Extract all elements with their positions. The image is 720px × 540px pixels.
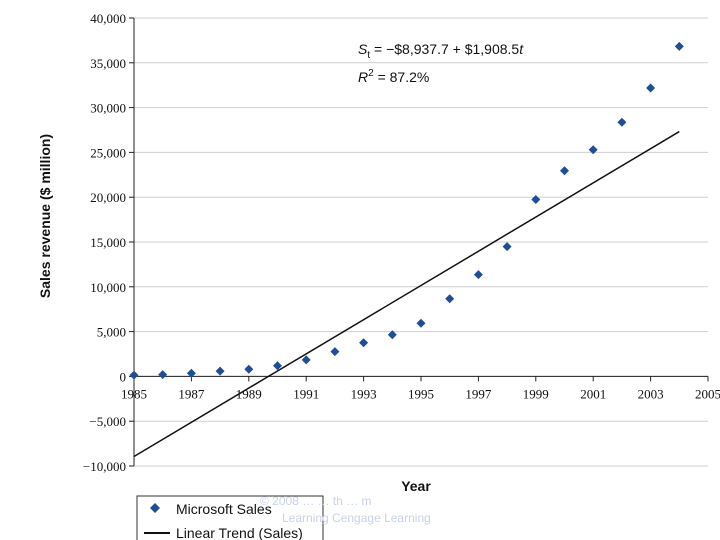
legend-label-sales: Microsoft Sales <box>176 501 272 517</box>
y-tick-label-9: −5,000 <box>89 414 126 429</box>
data-point-2000 <box>560 166 569 176</box>
y-tick-label-8: 0 <box>120 369 127 384</box>
data-point-2002 <box>617 117 627 127</box>
x-tick-label-2: 1989 <box>236 386 262 401</box>
x-tick-label-1: 1987 <box>178 386 205 401</box>
equation-annotation: St = −$8,937.7 + $1,908.5t R2 = 87.2% <box>358 41 524 85</box>
data-point-1992 <box>330 347 340 357</box>
x-tick-label-4: 1993 <box>351 386 377 401</box>
equation-sub: t <box>367 50 370 61</box>
x-tick-label-7: 1999 <box>523 386 549 401</box>
x-tick-label-10: 2005 <box>695 386 720 401</box>
y-tick-label-2: 30,000 <box>90 101 126 116</box>
data-point-1989 <box>244 364 254 374</box>
trend-line <box>133 130 680 458</box>
equation-rhs: = −$8,937.7 + $1,908.5 <box>370 41 519 57</box>
data-point-1985 <box>129 370 139 380</box>
watermark-line-2: Learning Cengage Learning <box>282 511 431 525</box>
y-tick-labels: 40,000 35,000 30,000 25,000 20,000 15,000 10,0… <box>83 11 126 474</box>
equation-var: S <box>358 41 368 57</box>
y-tick-label-7: 5,000 <box>97 325 126 340</box>
data-point-1991 <box>301 355 311 365</box>
data-point-1986 <box>158 370 168 380</box>
trend-equation: St = −$8,937.7 + $1,908.5t <box>358 41 524 61</box>
data-points <box>129 41 684 380</box>
watermark-line-1: © 2008 … … th … m <box>260 494 372 508</box>
r2-var: R <box>358 69 368 85</box>
data-point-1999 <box>531 194 541 204</box>
data-point-2004 <box>674 41 684 51</box>
data-point-1995 <box>416 318 426 328</box>
x-axis-title: Year <box>401 478 431 494</box>
x-tick-label-3: 1991 <box>293 386 319 401</box>
data-point-1990 <box>273 361 282 371</box>
trend-line-group <box>133 130 680 458</box>
data-point-1998 <box>502 242 512 252</box>
watermark: © 2008 … … th … m Learning Cengage Learn… <box>260 494 431 525</box>
y-axis-title: Sales revenue ($ million) <box>37 134 53 298</box>
x-tick-labels: 1985 1987 1989 1991 1993 1995 1997 1999 2001 2003… <box>121 386 720 401</box>
data-point-1993 <box>359 338 369 348</box>
data-point-1994 <box>387 330 397 340</box>
y-tick-label-1: 35,000 <box>90 56 126 71</box>
r-squared: R2 = 87.2% <box>358 68 429 85</box>
legend: Microsoft Sales Linear Trend (Sales) <box>136 495 324 540</box>
x-tick-label-5: 1995 <box>408 386 434 401</box>
y-tick-label-4: 20,000 <box>90 190 126 205</box>
x-tick-label-9: 2003 <box>638 386 664 401</box>
x-tick-label-8: 2001 <box>580 386 606 401</box>
legend-label-trend: Linear Trend (Sales) <box>176 525 303 540</box>
x-tick-label-6: 1997 <box>465 386 492 401</box>
y-tick-label-0: 40,000 <box>90 11 126 26</box>
r2-rhs: = 87.2% <box>374 69 430 85</box>
legend-marker-sales <box>150 503 160 513</box>
y-tick-label-6: 10,000 <box>90 280 126 295</box>
y-tick-label-5: 15,000 <box>90 235 126 250</box>
data-point-2003 <box>646 83 656 93</box>
data-point-2001 <box>588 145 598 155</box>
y-tick-label-3: 25,000 <box>90 145 126 160</box>
y-tick-label-10: −10,000 <box>83 459 126 474</box>
data-point-1997 <box>473 270 483 280</box>
data-point-1988 <box>215 366 225 376</box>
x-tick-label-0: 1985 <box>121 386 147 401</box>
equation-t: t <box>519 41 524 57</box>
r2-sup: 2 <box>368 68 374 79</box>
data-point-1996 <box>445 294 455 304</box>
data-point-1987 <box>186 368 196 378</box>
